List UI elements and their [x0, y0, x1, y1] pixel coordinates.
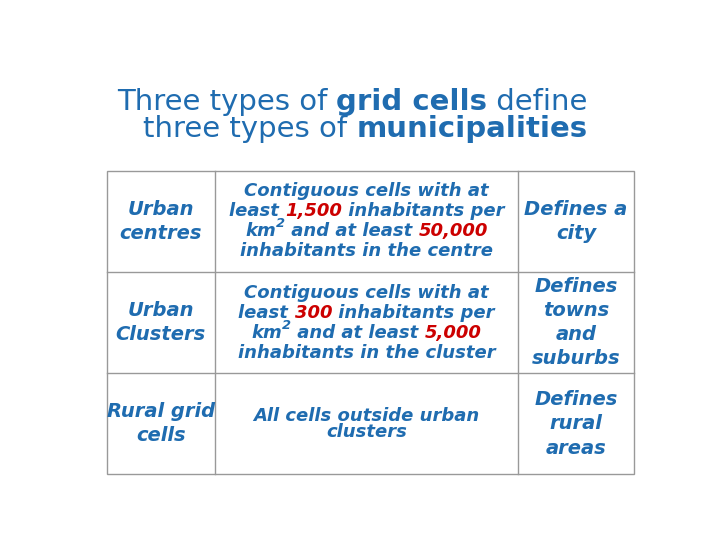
Text: 5,000: 5,000	[425, 323, 482, 342]
Text: inhabitants per: inhabitants per	[342, 202, 504, 220]
Text: Urban
Clusters: Urban Clusters	[116, 301, 206, 344]
Text: Urban
centres: Urban centres	[120, 200, 202, 243]
Text: Contiguous cells with at: Contiguous cells with at	[244, 284, 489, 302]
Text: Defines
towns
and
suburbs: Defines towns and suburbs	[532, 276, 621, 368]
Text: define: define	[487, 88, 588, 116]
Text: Contiguous cells with at: Contiguous cells with at	[244, 183, 489, 200]
Text: three types of: three types of	[143, 115, 356, 143]
Text: Defines
rural
areas: Defines rural areas	[534, 390, 618, 457]
Text: km: km	[245, 222, 276, 240]
Text: Defines a
city: Defines a city	[524, 200, 628, 243]
Text: km: km	[251, 323, 282, 342]
Text: 300: 300	[294, 303, 332, 322]
Text: 1,500: 1,500	[285, 202, 342, 220]
Bar	[107, 171, 634, 474]
Text: 2: 2	[282, 319, 291, 332]
Text: 50,000: 50,000	[418, 222, 487, 240]
Text: least: least	[238, 303, 294, 322]
Text: Rural grid
cells: Rural grid cells	[107, 402, 215, 446]
Text: inhabitants in the centre: inhabitants in the centre	[240, 242, 493, 260]
Text: grid cells: grid cells	[336, 88, 487, 116]
Text: least: least	[229, 202, 285, 220]
Text: municipalities: municipalities	[356, 115, 588, 143]
Text: inhabitants per: inhabitants per	[332, 303, 495, 322]
Text: Three types of: Three types of	[117, 88, 336, 116]
Text: and at least: and at least	[285, 222, 418, 240]
Text: 2: 2	[276, 218, 285, 231]
Text: clusters: clusters	[326, 423, 407, 441]
Text: inhabitants in the cluster: inhabitants in the cluster	[238, 343, 495, 362]
Text: and at least: and at least	[291, 323, 425, 342]
Text: All cells outside urban: All cells outside urban	[253, 407, 480, 425]
